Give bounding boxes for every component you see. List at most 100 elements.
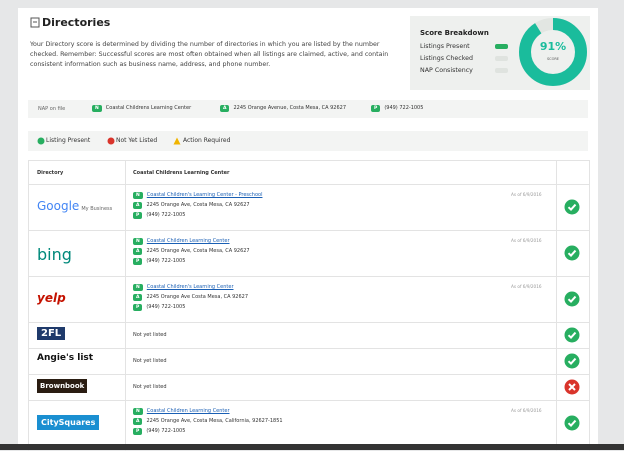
listing-name: N Coastal Children's Learning Center - Pr… (133, 192, 262, 199)
score-title: Score Breakdown (420, 29, 489, 37)
score-value: 91% (540, 40, 566, 53)
listing-name: N Coastal Children Learning Center (133, 238, 230, 245)
score-item: NAP Consistency (420, 67, 473, 74)
indicator (495, 56, 508, 61)
legend-icon (37, 137, 45, 145)
nap-phone: P (949) 722-1005 (371, 105, 423, 112)
nap-text: (949) 722-1005 (384, 105, 424, 111)
row-divider (29, 184, 589, 185)
not-listed: Not yet listed (133, 358, 167, 364)
row-divider (29, 276, 589, 277)
badge: A (133, 418, 143, 425)
status-icon (564, 415, 580, 431)
nap-text: Coastal Childrens Learning Center (105, 105, 192, 111)
listing-text: 2245 Orange Ave, Costa Mesa, CA 92627 (146, 202, 250, 208)
listing-phone: P (949) 722-1005 (133, 212, 185, 219)
as-of: As of 6/9/2016 (511, 284, 542, 289)
directory-name: Angie's list (37, 353, 94, 363)
badge: N (133, 238, 143, 245)
row-divider (29, 374, 589, 375)
status-icon (564, 245, 580, 261)
listing-text: (949) 722-1005 (146, 258, 186, 264)
bottom-bar (0, 444, 624, 450)
listing-text: (949) 722-1005 (146, 304, 186, 310)
directory-name: 2FL (41, 328, 62, 339)
status-icon (564, 291, 580, 307)
directory-name: yelp (37, 291, 66, 305)
listing-name: N Coastal Children's Learning Center (133, 284, 234, 291)
directory-name: Google (37, 199, 80, 213)
badge: N (133, 284, 143, 291)
score-donut: 91% SCORE (519, 18, 587, 86)
nap-label: NAP on file (38, 106, 66, 112)
directory-logo: CitySquares (37, 415, 100, 430)
status-icon (564, 327, 580, 343)
status-icon (564, 379, 580, 395)
col-divider (556, 161, 557, 451)
badge: N (133, 192, 143, 199)
listing-name: N Coastal Children Learning Center (133, 408, 230, 415)
directory-logo: bing (37, 245, 72, 264)
row-divider (29, 348, 589, 349)
nap-bar: NAP on file N Coastal Childrens Learning … (28, 100, 588, 118)
legend-item: Listing Present (46, 137, 91, 144)
status-icon (564, 199, 580, 215)
score-item: Listings Checked (420, 55, 474, 62)
legend-item: Not Yet Listed (116, 137, 158, 144)
col-divider (125, 161, 126, 451)
listing-phone: P (949) 722-1005 (133, 304, 185, 311)
legend-item: Action Required (183, 137, 231, 144)
directory-logo: 2FL (37, 327, 66, 340)
listing-text: 2245 Orange Ave, Costa Mesa, California,… (146, 418, 283, 424)
badge: A (133, 248, 143, 255)
column-header: Directory (37, 170, 64, 176)
directory-name: Brownbook (40, 382, 85, 390)
not-listed: Not yet listed (133, 332, 167, 338)
listing-text[interactable]: Coastal Children's Learning Center (146, 284, 234, 290)
badge: P (371, 105, 381, 112)
directory-logo: Brownbook (37, 379, 88, 393)
indicator (495, 68, 508, 73)
row-divider (29, 230, 589, 231)
listing-text[interactable]: Coastal Children Learning Center (146, 238, 230, 244)
indicator (495, 44, 508, 49)
listing-phone: P (949) 722-1005 (133, 428, 185, 435)
score-caption: SCORE (547, 57, 559, 61)
row-divider (29, 322, 589, 323)
nap-text: 2245 Orange Avenue, Costa Mesa, CA 92627 (233, 105, 347, 111)
score-arc (519, 18, 587, 86)
listing-address: A 2245 Orange Ave, Costa Mesa, California… (133, 418, 283, 425)
directory-table: Directory Coastal Childrens Learning Cen… (28, 160, 590, 451)
badge: A (133, 202, 143, 209)
listing-text: (949) 722-1005 (146, 212, 186, 218)
directory-sub: My Business (81, 206, 113, 212)
badge: A (133, 294, 143, 301)
listing-phone: P (949) 722-1005 (133, 258, 185, 265)
row-divider (29, 400, 589, 401)
listing-text: (949) 722-1005 (146, 428, 186, 434)
column-header: Coastal Childrens Learning Center (133, 170, 230, 176)
score-item: Listings Present (420, 43, 470, 50)
status-icon (564, 353, 580, 369)
badge: N (92, 105, 102, 112)
badge: P (133, 258, 143, 265)
directory-logo: Google My Business (37, 199, 112, 213)
listing-text[interactable]: Coastal Children Learning Center (146, 408, 230, 414)
as-of: As of 6/9/2016 (511, 408, 542, 413)
listing-address: A 2245 Orange Ave, Costa Mesa, CA 92627 (133, 248, 250, 255)
listing-address: A 2245 Orange Ave Costa Mesa, CA 92627 (133, 294, 248, 301)
legend-icon (107, 137, 115, 145)
listing-text[interactable]: Coastal Children's Learning Center - Pre… (146, 192, 263, 198)
listing-text: 2245 Orange Ave, Costa Mesa, CA 92627 (146, 248, 250, 254)
page-title: Directories (42, 16, 111, 29)
directory-logo: yelp (37, 291, 66, 305)
as-of: As of 6/9/2016 (511, 192, 542, 197)
nap-address: A 2245 Orange Avenue, Costa Mesa, CA 9262… (220, 105, 346, 112)
legend-icon (173, 137, 181, 145)
title-icon (30, 17, 40, 28)
legend-bar: Listing Present Not Yet Listed Action Re… (28, 131, 588, 151)
badge: A (220, 105, 230, 112)
nap-name: N Coastal Childrens Learning Center (92, 105, 191, 112)
listing-address: A 2245 Orange Ave, Costa Mesa, CA 92627 (133, 202, 250, 209)
